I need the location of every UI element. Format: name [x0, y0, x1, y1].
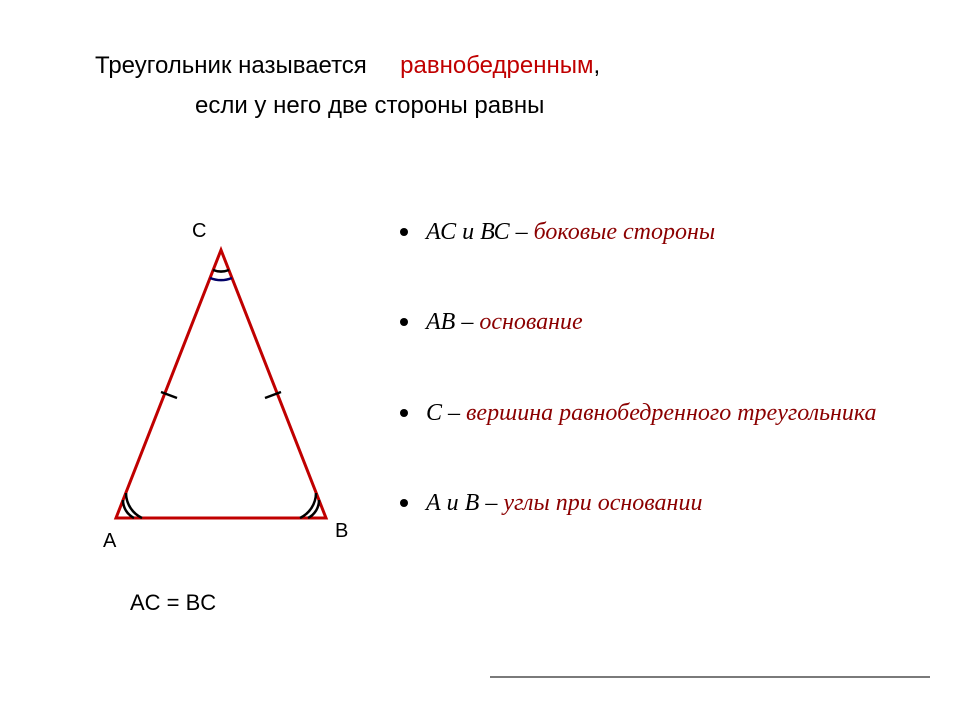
footer-rule	[490, 676, 930, 678]
bullet-text: А и В – углы при основании	[426, 487, 702, 519]
bullet-red: боковые стороны	[534, 219, 716, 245]
angle-arc-c-1	[213, 270, 229, 272]
bullet-item-2: АВ – основание	[400, 306, 920, 338]
bullet-text: АС и ВС – боковые стороны	[426, 216, 715, 248]
vertex-label-b: B	[335, 520, 348, 543]
bullet-item-3: С – вершина равнобедренного треугольника	[400, 397, 920, 429]
bullet-red: основание	[479, 309, 582, 335]
bullet-text: С – вершина равнобедренного треугольника	[426, 397, 877, 429]
header-line-1: Треугольник называется равнобедренным,	[95, 52, 895, 80]
bullet-dot-icon	[400, 318, 408, 326]
bullet-black: АС и ВС –	[426, 219, 534, 245]
angle-arc-c-2	[210, 278, 232, 280]
equation: AC = BC	[130, 590, 216, 616]
header-emphasis: равнобедренным	[400, 52, 593, 79]
bullet-black: АВ –	[426, 309, 479, 335]
bullet-list: АС и ВС – боковые стороны АВ – основание…	[400, 216, 920, 578]
bullet-item-4: А и В – углы при основании	[400, 487, 920, 519]
triangle-svg	[70, 220, 370, 560]
vertex-label-c: C	[192, 220, 206, 243]
header-suffix: ,	[593, 52, 600, 79]
bullet-black: А и В –	[426, 490, 503, 516]
bullet-item-1: АС и ВС – боковые стороны	[400, 216, 920, 248]
bullet-text: АВ – основание	[426, 306, 583, 338]
bullet-red: вершина равнобедренного треугольника	[466, 400, 877, 426]
bullet-dot-icon	[400, 499, 408, 507]
bullet-dot-icon	[400, 409, 408, 417]
triangle-shape	[116, 250, 326, 518]
triangle-diagram: A B C	[70, 220, 370, 580]
vertex-label-a: A	[103, 530, 116, 553]
bullet-black: С –	[426, 400, 466, 426]
header-line-2: если у него две стороны равны	[195, 92, 895, 120]
bullet-red: углы при основании	[503, 490, 702, 516]
header-prefix: Треугольник называется	[95, 52, 367, 79]
header: Треугольник называется равнобедренным, е…	[95, 52, 895, 120]
bullet-dot-icon	[400, 228, 408, 236]
